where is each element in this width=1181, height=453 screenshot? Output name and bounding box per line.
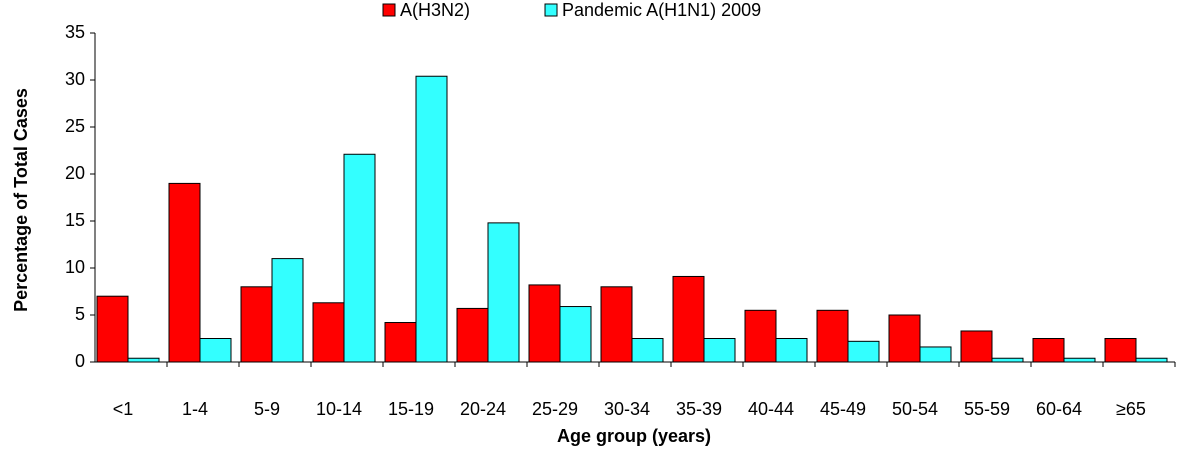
- bar: [775, 338, 808, 363]
- y-tick-label: 35: [65, 22, 85, 42]
- bar: [631, 338, 664, 363]
- legend-label: Pandemic A(H1N1) 2009: [562, 0, 761, 20]
- bar: [168, 182, 201, 363]
- bar: [415, 75, 448, 363]
- x-tick-label: ≥65: [1116, 399, 1146, 419]
- bar: [1063, 357, 1096, 363]
- x-tick-label: 25-29: [532, 399, 578, 419]
- y-tick-label: 15: [65, 210, 85, 230]
- bar: [343, 153, 376, 363]
- bar: [1135, 357, 1168, 363]
- y-tick-label: 0: [75, 351, 85, 371]
- bar: [127, 357, 160, 363]
- x-tick-label: 10-14: [316, 399, 362, 419]
- bar: [744, 309, 777, 363]
- y-tick-label: 10: [65, 257, 85, 277]
- bar: [1104, 338, 1137, 363]
- x-tick-label: 1-4: [182, 399, 208, 419]
- y-axis-title: Percentage of Total Cases: [11, 88, 31, 312]
- bar: [199, 338, 232, 363]
- bar: [919, 346, 952, 363]
- bar: [991, 357, 1024, 363]
- bar: [703, 338, 736, 363]
- y-tick-label: 25: [65, 116, 85, 136]
- bar: [672, 275, 705, 363]
- x-axis-title: Age group (years): [557, 426, 711, 446]
- x-tick-label: 30-34: [604, 399, 650, 419]
- x-tick-label: 60-64: [1036, 399, 1082, 419]
- y-tick-label: 20: [65, 163, 85, 183]
- bar: [960, 330, 993, 363]
- x-tick-label: 15-19: [388, 399, 434, 419]
- x-tick-label: 35-39: [676, 399, 722, 419]
- bar: [1032, 338, 1065, 363]
- legend-swatch: [544, 3, 558, 17]
- x-tick-label: 55-59: [964, 399, 1010, 419]
- bar: [312, 302, 345, 363]
- bar: [96, 295, 129, 363]
- legend-label: A(H3N2): [400, 0, 470, 20]
- x-tick-label: 50-54: [892, 399, 938, 419]
- bar: [888, 314, 921, 363]
- bar: [600, 286, 633, 363]
- x-tick-label: 40-44: [748, 399, 794, 419]
- x-tick-label: <1: [113, 399, 134, 419]
- bar: [559, 306, 592, 363]
- bar: [487, 222, 520, 363]
- bar: [528, 284, 561, 363]
- bar: [816, 309, 849, 363]
- bar: [271, 258, 304, 363]
- x-tick-label: 20-24: [460, 399, 506, 419]
- x-tick-label: 5-9: [254, 399, 280, 419]
- bar: [847, 340, 880, 363]
- bar: [384, 322, 417, 363]
- y-tick-label: 30: [65, 69, 85, 89]
- x-tick-label: 45-49: [820, 399, 866, 419]
- y-tick-label: 5: [75, 304, 85, 324]
- legend-swatch: [382, 3, 396, 17]
- bar: [456, 307, 489, 363]
- bar: [240, 286, 273, 363]
